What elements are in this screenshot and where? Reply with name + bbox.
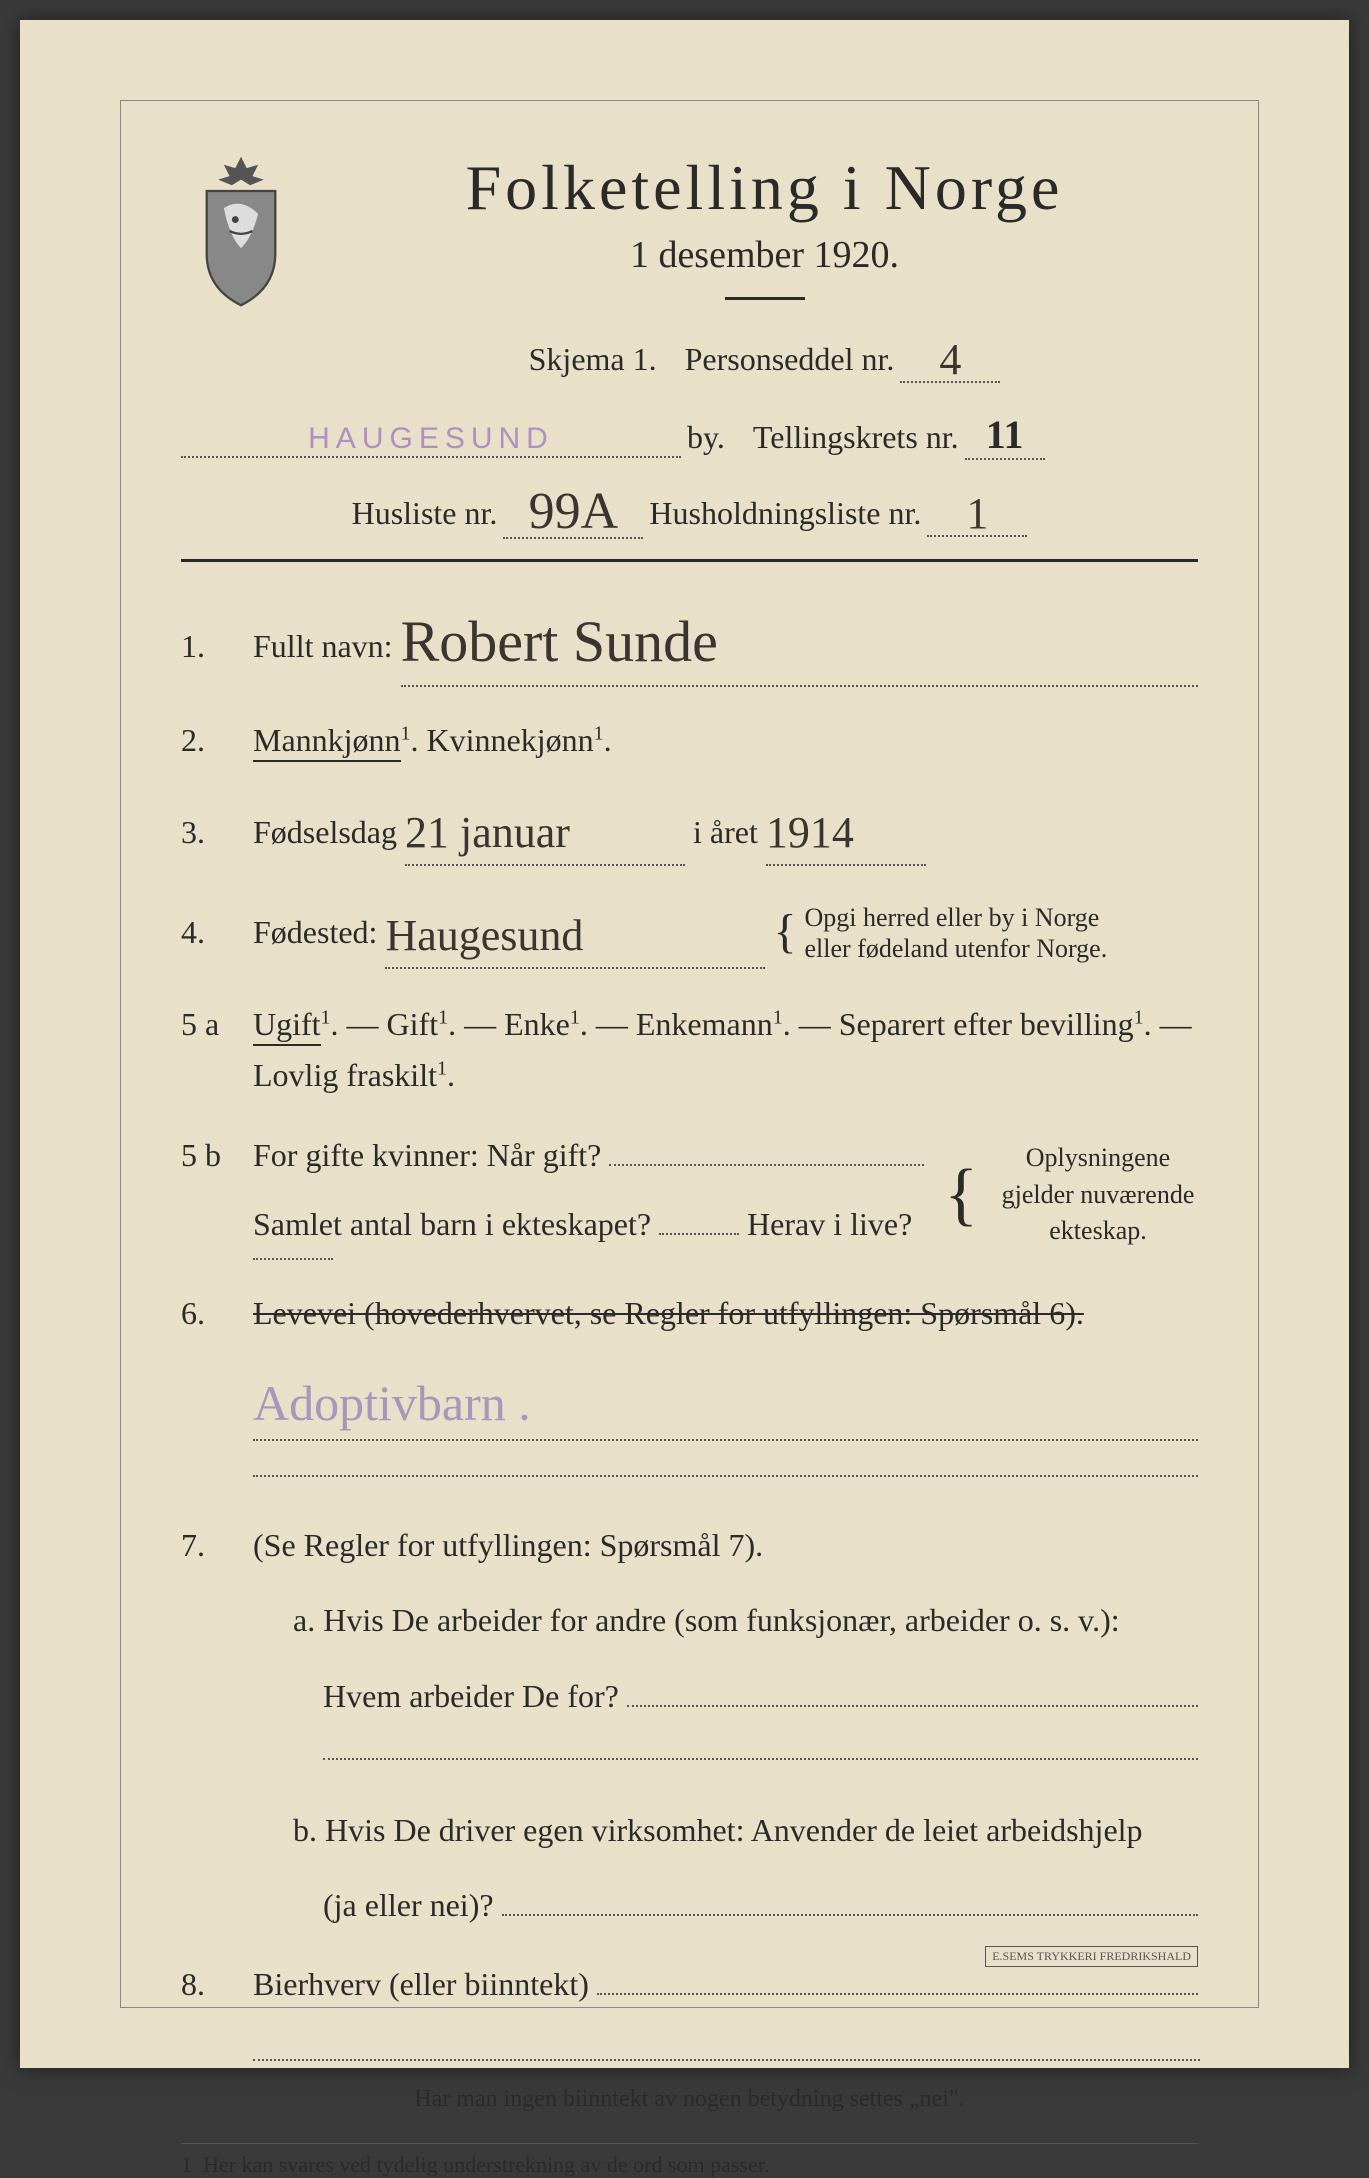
q5b-side1: Oplysningene xyxy=(998,1140,1198,1176)
q5a-enkemann: Enkemann xyxy=(636,1006,773,1042)
q7b-text1: Hvis De driver egen virksomhet: Anvender… xyxy=(325,1805,1143,1856)
title-block: Folketelling i Norge 1 desember 1920. Sk… xyxy=(331,151,1198,401)
q3-num: 3. xyxy=(181,807,241,858)
footnote: 1 Her kan svares ved tydelig understrekn… xyxy=(181,2152,1198,2178)
husliste-value: 99A xyxy=(529,483,619,540)
q2-num: 2. xyxy=(181,715,241,766)
q7a-label: a. xyxy=(293,1595,315,1646)
q4-value: Haugesund xyxy=(385,911,583,960)
tellingskrets-value: 11 xyxy=(986,412,1024,457)
q5b-side3: ekteskap. xyxy=(998,1213,1198,1249)
q5b-side2: gjelder nuværende xyxy=(998,1177,1198,1213)
q2-kvinne: Kvinnekjønn xyxy=(427,722,594,758)
q3-label: Fødselsdag xyxy=(253,807,397,858)
q5a-gift: Gift xyxy=(387,1006,439,1042)
q5b-row: 5 b For gifte kvinner: Når gift? Samlet … xyxy=(181,1130,1198,1260)
q6-label: Levevei (hovederhvervet, se Regler for u… xyxy=(253,1295,1084,1331)
q2-row: 2. Mannkjønn1. Kvinnekjønn1. xyxy=(181,715,1198,766)
q1-value: Robert Sunde xyxy=(401,609,718,674)
tellingskrets-label: Tellingskrets nr. xyxy=(753,419,959,456)
q2-mann: Mannkjønn xyxy=(253,722,401,762)
q7b-text2: (ja eller nei)? xyxy=(323,1880,494,1931)
q7b-label: b. xyxy=(293,1805,317,1856)
q5b-num: 5 b xyxy=(181,1130,241,1181)
header: Folketelling i Norge 1 desember 1920. Sk… xyxy=(181,151,1198,401)
main-title: Folketelling i Norge xyxy=(331,151,1198,225)
q5b-label3: Herav i live? xyxy=(747,1199,912,1250)
footnote-rule xyxy=(181,2143,1198,2144)
q8-num: 8. xyxy=(181,1959,241,2010)
divider xyxy=(181,559,1198,562)
city-stamp: HAUGESUND xyxy=(308,422,554,455)
q5a-num: 5 a xyxy=(181,999,241,1050)
q4-note1: Opgi herred eller by i Norge xyxy=(804,902,1107,933)
q7a-text2: Hvem arbeider De for? xyxy=(323,1671,619,1722)
q3-row: 3. Fødselsdag 21 januar i året 1914 xyxy=(181,794,1198,866)
q1-num: 1. xyxy=(181,621,241,672)
form-border: Folketelling i Norge 1 desember 1920. Sk… xyxy=(120,100,1259,2008)
q8-row: 8. Bierhverv (eller biinntekt) xyxy=(181,1959,1198,2010)
q7-num: 7. xyxy=(181,1520,241,1571)
footer-note: Har man ingen biinntekt av nogen betydni… xyxy=(181,2086,1198,2113)
q5a-enke: Enke xyxy=(504,1006,570,1042)
q3-day: 21 januar xyxy=(405,808,570,857)
coat-of-arms-icon xyxy=(181,151,301,311)
q5a-row: 5 a Ugift1. — Gift1. — Enke1. — Enkemann… xyxy=(181,999,1198,1101)
q5b-label2: Samlet antal barn i ekteskapet? xyxy=(253,1199,651,1250)
q6-value: Adoptivbarn . xyxy=(253,1375,531,1431)
husholdning-label: Husholdningsliste nr. xyxy=(649,495,921,532)
q8-label: Bierhverv (eller biinntekt) xyxy=(253,1959,589,2010)
q7-row: 7. (Se Regler for utfyllingen: Spørsmål … xyxy=(181,1520,1198,1931)
skjema-line: Skjema 1. Personseddel nr. 4 xyxy=(331,330,1198,383)
subtitle: 1 desember 1920. xyxy=(331,233,1198,277)
q3-mid: i året xyxy=(693,807,758,858)
q1-label: Fullt navn: xyxy=(253,621,393,672)
q3-year: 1914 xyxy=(766,808,854,857)
q4-note2: eller fødeland utenfor Norge. xyxy=(804,933,1107,964)
husliste-label: Husliste nr. xyxy=(352,495,498,532)
q5b-label1: For gifte kvinner: Når gift? xyxy=(253,1130,601,1181)
q7a-text1: Hvis De arbeider for andre (som funksjon… xyxy=(323,1595,1119,1646)
q4-num: 4. xyxy=(181,907,241,958)
q1-row: 1. Fullt navn: Robert Sunde xyxy=(181,592,1198,687)
q8-line2 xyxy=(253,2059,1200,2061)
husliste-line: Husliste nr. 99A Husholdningsliste nr. 1 xyxy=(181,478,1198,539)
by-line: HAUGESUND by. Tellingskrets nr. 11 xyxy=(181,411,1198,460)
q6-num: 6. xyxy=(181,1288,241,1339)
by-label: by. xyxy=(687,419,725,456)
q5a-fraskilt: Lovlig fraskilt xyxy=(253,1057,437,1093)
printer-stamp: E.SEMS TRYKKERI FREDRIKSHALD xyxy=(985,1946,1198,1967)
personseddel-label: Personseddel nr. xyxy=(685,341,895,378)
skjema-label: Skjema 1. xyxy=(529,341,657,378)
title-rule xyxy=(725,297,805,300)
personseddel-value: 4 xyxy=(939,335,961,384)
q5a-separert: Separert efter bevilling xyxy=(839,1006,1134,1042)
q5a-ugift: Ugift xyxy=(253,1006,321,1046)
husholdning-value: 1 xyxy=(966,489,988,538)
census-form-page: Folketelling i Norge 1 desember 1920. Sk… xyxy=(20,20,1349,2068)
q6-row: 6. Levevei (hovederhvervet, se Regler fo… xyxy=(181,1288,1198,1492)
q4-label: Fødested: xyxy=(253,907,377,958)
q4-row: 4. Fødested: Haugesund { Opgi herred ell… xyxy=(181,894,1198,971)
q7-intro: (Se Regler for utfyllingen: Spørsmål 7). xyxy=(253,1520,1198,1571)
